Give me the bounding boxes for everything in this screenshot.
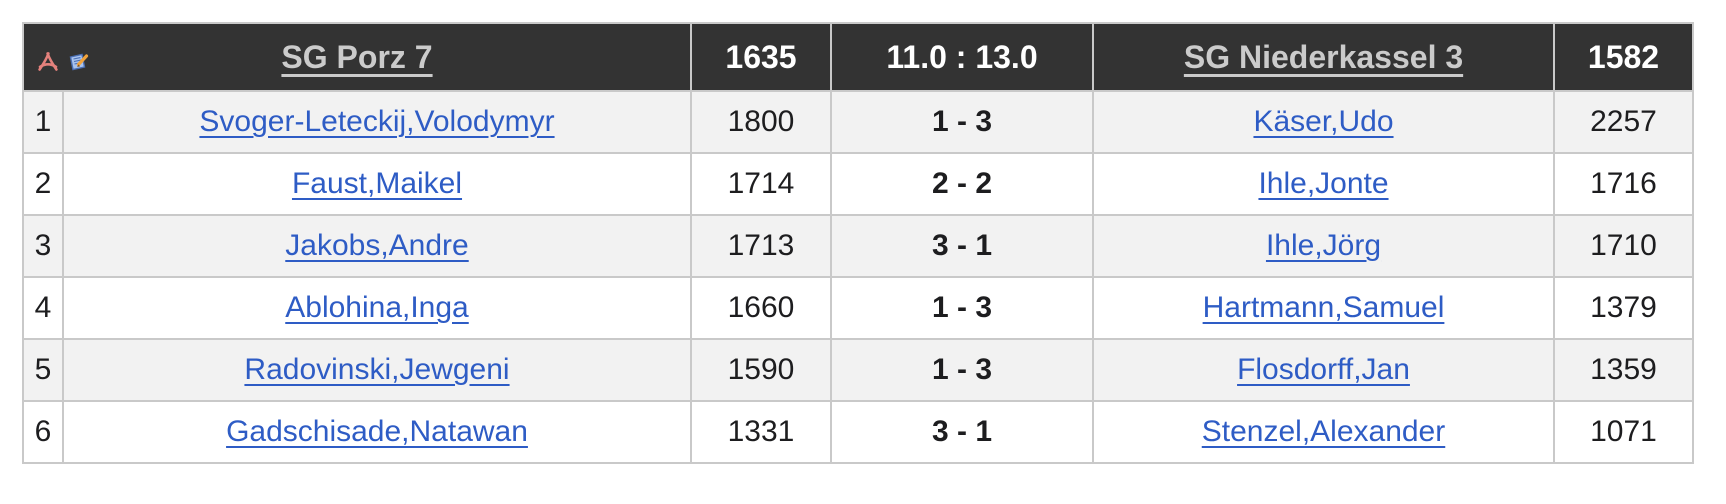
match-header-row: SG Porz 7 1635 11.0 : 13.0 SG Niederkass… <box>22 22 1694 92</box>
away-player-link[interactable]: Ihle,Jonte <box>1258 167 1389 200</box>
board-result: 1 - 3 <box>830 338 1094 402</box>
home-player-rating: 1713 <box>690 214 832 278</box>
home-player-cell: Gadschisade,Natawan <box>62 400 692 464</box>
away-player-rating: 2257 <box>1553 90 1694 154</box>
home-player-rating: 1660 <box>690 276 832 340</box>
board-number: 2 <box>22 152 64 216</box>
away-player-cell: Käser,Udo <box>1092 90 1555 154</box>
away-player-cell: Ihle,Jörg <box>1092 214 1555 278</box>
home-team-cell: SG Porz 7 <box>22 22 692 92</box>
away-player-cell: Ihle,Jonte <box>1092 152 1555 216</box>
home-player-cell: Svoger-Leteckij,Volodymyr <box>62 90 692 154</box>
away-team-link[interactable]: SG Niederkassel 3 <box>1183 38 1464 75</box>
home-player-link[interactable]: Svoger-Leteckij,Volodymyr <box>199 105 555 138</box>
edit-icon[interactable] <box>67 45 91 71</box>
table-row: 1 Svoger-Leteckij,Volodymyr 1800 1 - 3 K… <box>22 90 1694 154</box>
home-player-link[interactable]: Ablohina,Inga <box>285 291 469 324</box>
away-player-link[interactable]: Hartmann,Samuel <box>1202 291 1445 324</box>
away-player-rating: 1359 <box>1553 338 1694 402</box>
board-number: 5 <box>22 338 64 402</box>
away-player-rating: 1071 <box>1553 400 1694 464</box>
board-number: 6 <box>22 400 64 464</box>
board-result: 1 - 3 <box>830 90 1094 154</box>
home-player-link[interactable]: Radovinski,Jewgeni <box>244 353 510 386</box>
team-match-result-table: SG Porz 7 1635 11.0 : 13.0 SG Niederkass… <box>22 22 1694 464</box>
home-player-link[interactable]: Faust,Maikel <box>291 167 463 200</box>
home-player-link[interactable]: Gadschisade,Natawan <box>226 415 528 448</box>
away-player-link[interactable]: Flosdorff,Jan <box>1237 353 1410 386</box>
table-row: 4 Ablohina,Inga 1660 1 - 3 Hartmann,Samu… <box>22 276 1694 340</box>
away-player-rating: 1716 <box>1553 152 1694 216</box>
table-row: 2 Faust,Maikel 1714 2 - 2 Ihle,Jonte 171… <box>22 152 1694 216</box>
table-row: 3 Jakobs,Andre 1713 3 - 1 Ihle,Jörg 1710 <box>22 214 1694 278</box>
home-team-rating: 1635 <box>690 22 832 92</box>
home-player-rating: 1590 <box>690 338 832 402</box>
header-icons <box>36 45 91 71</box>
away-player-cell: Flosdorff,Jan <box>1092 338 1555 402</box>
away-player-link[interactable]: Käser,Udo <box>1253 105 1394 138</box>
table-row: 5 Radovinski,Jewgeni 1590 1 - 3 Flosdorf… <box>22 338 1694 402</box>
home-player-cell: Ablohina,Inga <box>62 276 692 340</box>
away-player-rating: 1710 <box>1553 214 1694 278</box>
away-player-link[interactable]: Ihle,Jörg <box>1265 229 1382 262</box>
home-player-cell: Radovinski,Jewgeni <box>62 338 692 402</box>
board-number: 4 <box>22 276 64 340</box>
away-player-rating: 1379 <box>1553 276 1694 340</box>
away-player-cell: Stenzel,Alexander <box>1092 400 1555 464</box>
home-player-rating: 1714 <box>690 152 832 216</box>
home-team-link[interactable]: SG Porz 7 <box>281 38 433 75</box>
board-result: 2 - 2 <box>830 152 1094 216</box>
board-number: 3 <box>22 214 64 278</box>
table-row: 6 Gadschisade,Natawan 1331 3 - 1 Stenzel… <box>22 400 1694 464</box>
home-player-link[interactable]: Jakobs,Andre <box>285 229 469 262</box>
pdf-icon[interactable] <box>36 45 60 71</box>
home-player-cell: Faust,Maikel <box>62 152 692 216</box>
board-number: 1 <box>22 90 64 154</box>
board-result: 3 - 1 <box>830 214 1094 278</box>
away-team-cell: SG Niederkassel 3 <box>1092 22 1555 92</box>
away-player-cell: Hartmann,Samuel <box>1092 276 1555 340</box>
away-player-link[interactable]: Stenzel,Alexander <box>1201 415 1446 448</box>
board-result: 1 - 3 <box>830 276 1094 340</box>
match-total-score: 11.0 : 13.0 <box>830 22 1094 92</box>
away-team-rating: 1582 <box>1553 22 1694 92</box>
board-result: 3 - 1 <box>830 400 1094 464</box>
home-player-cell: Jakobs,Andre <box>62 214 692 278</box>
home-player-rating: 1800 <box>690 90 832 154</box>
home-player-rating: 1331 <box>690 400 832 464</box>
